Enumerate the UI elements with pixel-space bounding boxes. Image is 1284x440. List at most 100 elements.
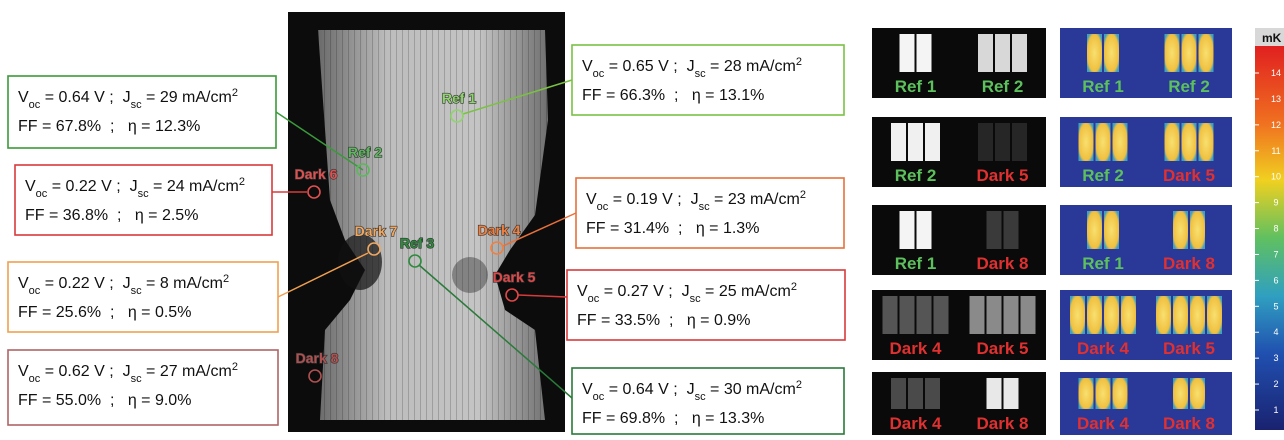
colorbar-tick-label: 6: [1273, 275, 1278, 285]
text-span: = 8 mA/cm: [142, 275, 223, 292]
cell: [1104, 211, 1119, 249]
cell: [970, 296, 985, 334]
supscript: 2: [796, 56, 802, 68]
cell: [987, 211, 1002, 249]
box-line: FF = 67.8% ; η = 12.3%: [18, 118, 200, 135]
text-span: = 0.22 V ; J: [40, 275, 130, 292]
marker-label: Dark 6: [295, 166, 338, 182]
thumb-label: Ref 2: [1082, 166, 1124, 185]
supscript: 2: [796, 379, 802, 391]
supscript: 2: [232, 361, 238, 373]
colorbar-tick-label: 1: [1273, 405, 1278, 415]
supscript: 2: [232, 87, 238, 99]
text-span: = 24 mA/cm: [149, 178, 239, 195]
box-line: FF = 33.5% ; η = 0.9%: [577, 312, 750, 329]
box-line: FF = 25.6% ; η = 0.5%: [18, 304, 191, 321]
marker-label: Dark 7: [355, 223, 398, 239]
cell: [1190, 211, 1205, 249]
subscript: sc: [131, 373, 143, 385]
cell: [1182, 123, 1197, 161]
cell: [891, 378, 906, 409]
colorbar-tick-label: 9: [1273, 198, 1278, 208]
cell: [1113, 123, 1128, 161]
text-span: FF = 33.5% ; η = 0.9%: [577, 312, 750, 329]
marker-label: Ref 2: [348, 144, 382, 160]
cell: [1079, 378, 1094, 409]
thermography-panel: Ref 1 Dark 8: [1060, 205, 1232, 275]
text-span: = 0.62 V ; J: [40, 363, 130, 380]
subscript: oc: [29, 285, 41, 297]
colorbar-tick-label: 2: [1273, 379, 1278, 389]
text-span: FF = 69.8% ; η = 13.3%: [582, 410, 764, 427]
thumb-label: Dark 8: [1163, 254, 1215, 273]
marker-label: Dark 5: [493, 269, 536, 285]
marker-label: Ref 1: [442, 90, 476, 106]
cell: [908, 378, 923, 409]
text-span: V: [25, 178, 36, 195]
thumb-label: Dark 8: [1163, 414, 1215, 433]
result-box: [15, 165, 272, 235]
cell: [978, 34, 993, 72]
colorbar-unit: mK: [1262, 31, 1282, 45]
cell: [1070, 296, 1085, 334]
text-span: = 27 mA/cm: [142, 363, 232, 380]
text-span: = 0.64 V ; J: [604, 381, 694, 398]
thumb-label: Ref 1: [1082, 77, 1124, 96]
cell: [987, 378, 1002, 409]
colorbar-tick-label: 7: [1273, 249, 1278, 259]
cell: [1173, 378, 1188, 409]
cell: [1087, 34, 1102, 72]
text-span: V: [18, 275, 29, 292]
text-span: = 30 mA/cm: [706, 381, 796, 398]
colorbar-tick-label: 13: [1271, 94, 1281, 104]
text-span: FF = 25.6% ; η = 0.5%: [18, 304, 191, 321]
supscript: 2: [223, 273, 229, 285]
thumb-label: Ref 1: [1082, 254, 1124, 273]
result-box: [572, 45, 844, 115]
text-span: FF = 36.8% ; η = 2.5%: [25, 207, 198, 224]
colorbar-tick-label: 8: [1273, 224, 1278, 234]
cell: [1173, 296, 1188, 334]
thumb-label: Ref 2: [895, 166, 937, 185]
box-line: FF = 66.3% ; η = 13.1%: [582, 87, 764, 104]
supscript: 2: [791, 281, 797, 293]
cell: [987, 296, 1002, 334]
cell: [925, 123, 940, 161]
cell: [995, 34, 1010, 72]
cell: [900, 34, 915, 72]
box-line: FF = 69.8% ; η = 13.3%: [582, 410, 764, 427]
text-span: = 28 mA/cm: [706, 58, 796, 75]
cell: [1199, 123, 1214, 161]
subscript: oc: [593, 68, 605, 80]
subscript: sc: [131, 99, 143, 111]
cell: [1199, 34, 1214, 72]
cell: [908, 123, 923, 161]
text-span: = 0.27 V ; J: [599, 283, 689, 300]
page: { "markers": [ {"label": "Ref 1", "color…: [0, 0, 1284, 435]
subscript: sc: [138, 188, 150, 200]
colorbar-tick-label: 10: [1271, 172, 1281, 182]
luminescence-panel: Dark 4Dark 5: [872, 290, 1046, 360]
cell: [917, 34, 932, 72]
cell: [1182, 34, 1197, 72]
colorbar-tick-label: 11: [1271, 146, 1280, 156]
marker-label: Dark 4: [478, 222, 521, 238]
colorbar-tick-label: 3: [1273, 353, 1278, 363]
thumb-label: Ref 2: [1168, 77, 1210, 96]
text-span: FF = 31.4% ; η = 1.3%: [586, 220, 759, 237]
box-line: FF = 36.8% ; η = 2.5%: [25, 207, 198, 224]
text-span: V: [586, 191, 597, 208]
supscript: 2: [800, 189, 806, 201]
box-line: FF = 55.0% ; η = 9.0%: [18, 392, 191, 409]
box-line: FF = 31.4% ; η = 1.3%: [586, 220, 759, 237]
text-span: FF = 66.3% ; η = 13.1%: [582, 87, 764, 104]
thumb-label: Dark 5: [1163, 339, 1215, 358]
figure: Voc = 0.64 V ; Jsc = 29 mA/cm2FF = 67.8%…: [0, 0, 1284, 435]
cell: [900, 296, 915, 334]
result-box: [567, 270, 845, 340]
text-span: = 0.64 V ; J: [40, 89, 130, 106]
subscript: oc: [29, 373, 41, 385]
cell: [995, 123, 1010, 161]
cell: [1004, 378, 1019, 409]
